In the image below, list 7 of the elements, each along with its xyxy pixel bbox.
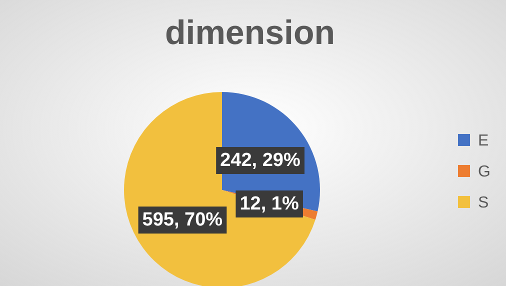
legend-label: G [478, 164, 490, 181]
legend-label: S [478, 194, 489, 212]
data-label: 595, 70% [142, 210, 223, 231]
legend-label: E [478, 132, 489, 150]
chart-title: dimension [164, 14, 336, 52]
data-label: 12, 1% [240, 193, 299, 214]
data-label: 242, 29% [220, 150, 300, 172]
